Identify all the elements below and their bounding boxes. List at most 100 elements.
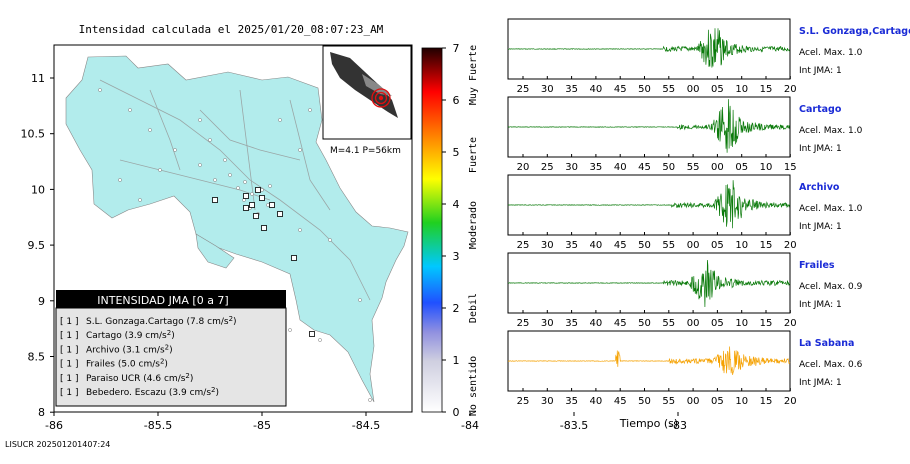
map-x-tick-label: -83 [669,419,687,432]
waveform-tick-label: 55 [662,396,675,407]
legend-intensity-tag: [ 1 ] [60,331,78,341]
waveform-tick-label: 30 [541,240,554,251]
waveform-tick-label: 50 [638,240,651,251]
station-dot [198,118,202,122]
legend-station-text: Bebedero. Escazu (3.9 cm/s2) [86,386,219,398]
waveform-tick-label: 15 [760,318,773,329]
waveform-tick-label: 25 [517,240,530,251]
station-square [255,187,261,193]
waveform-tick-label: 00 [687,396,700,407]
map-y-tick-label: 11 [31,72,45,85]
legend-tail: ) [190,374,194,384]
legend-item-list: [ 1 ] S.L. Gonzaga.Cartago (7.8 cm/s2)[ 1… [60,315,237,398]
map-y-tick-label: 10 [31,183,45,196]
station-dot [250,192,254,196]
epicenter-ring-outer [371,88,391,108]
station-dot [243,180,247,184]
station-square [243,193,249,199]
waveform-tick-label: 45 [614,240,627,251]
int-jma-label: Int JMA: 1 [799,222,842,232]
waveform-trace [507,346,791,375]
waveform-tick-label: 25 [517,84,530,95]
station-square [259,195,265,201]
waveform-tick-label: 45 [614,318,627,329]
station-dot [213,178,217,182]
station-dot [118,178,122,182]
waveform-tick-label: 25 [517,318,530,329]
colorbar-ticks: 0 1 2 3 4 5 6 7 [442,42,460,419]
costa-rica-landmass [65,55,409,403]
map-y-tick-label: 9.5 [28,239,46,252]
waveform-trace [507,99,791,153]
acel-max-label: Acel. Max. 1.0 [799,48,863,58]
waveform-tick-label: 05 [711,318,724,329]
legend-station-text: Paraiso UCR (4.6 cm/s2) [86,372,193,384]
int-jma-label: Int JMA: 1 [799,300,842,310]
colorbar-tick-label: 1 [453,354,460,367]
map-x-tick-label: -83.5 [560,419,588,432]
legend-station-text: Archivo (3.1 cm/s2) [86,343,173,355]
waveform-tick-label: 15 [760,240,773,251]
waveform-tick-label: 15 [760,84,773,95]
waveform-tick-label: 40 [590,240,603,251]
legend-tail: ) [233,317,237,327]
station-square [243,205,249,211]
waveform-tick-label: 50 [638,84,651,95]
waveform-tick-label: 05 [711,84,724,95]
map-x-tick-label: -85 [253,419,271,432]
waveform-tick-label: 10 [760,162,773,173]
waveform-tick-label: 00 [687,240,700,251]
waveform-tick-label: 40 [590,318,603,329]
colorbar-level-label: Fuerte [468,137,479,173]
station-dot [98,88,102,92]
waveform-tick-label: 55 [662,240,675,251]
legend-superscript: 2 [165,343,169,351]
waveform-tick-label: 20 [517,162,530,173]
legend-station-text: S.L. Gonzaga.Cartago (7.8 cm/s2) [86,315,237,327]
station-dot [148,128,152,132]
station-dot [278,118,282,122]
station-dot [268,184,272,188]
legend-tail: ) [216,388,220,398]
acel-max-label: Acel. Max. 0.9 [799,282,863,292]
station-dot [128,108,132,112]
map-y-tick-label: 8.5 [28,351,46,364]
legend-station-text: Frailes (5.0 cm/s2) [86,358,168,370]
legend-station-name: Cartago (3.9 cm/s [86,331,167,341]
waveform-tick-label: 20 [784,318,797,329]
waveform-tick-label: 20 [784,240,797,251]
waveform-tick-label: 55 [687,162,700,173]
waveform-tick-label: 15 [760,396,773,407]
map-x-tick-label: -85.5 [144,419,172,432]
footer-stamp: LISUCR 202501201407:24 [5,440,110,449]
waveform-tick-label: 45 [614,84,627,95]
waveform-tick-label: 50 [662,162,675,173]
acel-max-label: Acel. Max. 1.0 [799,204,863,214]
legend-station-text: Cartago (3.9 cm/s2) [86,329,175,341]
waveform-panels: 25 30 35 40 45 50 55 00 05 10 15 20 S.L. Gonzaga,Car… [507,18,910,407]
waveform-tick-label: 30 [565,162,578,173]
epicenter-icon [378,95,384,101]
waveform-tick-label: 10 [735,318,748,329]
waveform-tick-label: 35 [565,84,578,95]
acel-max-label: Acel. Max. 1.0 [799,126,863,136]
station-dot [358,298,362,302]
waveform-tick-label: 40 [590,396,603,407]
waveform-tick-label: 05 [711,396,724,407]
int-jma-label: Int JMA: 1 [799,378,842,388]
legend-station-name: Frailes (5.0 cm/s [86,360,160,370]
legend-tail: ) [164,360,168,370]
waveform-panel: 25 30 35 40 45 50 55 00 05 10 15 20 Archivo Acel. Max… [507,174,863,251]
station-dot [236,186,240,190]
station-square [212,197,218,203]
station-dot [198,163,202,167]
waveform-tick-label: 00 [687,318,700,329]
waveform-tick-label: 30 [541,84,554,95]
colorbar-tick-label: 4 [453,198,460,211]
map-x-tick-label: -86 [45,419,63,432]
legend-superscript: 2 [167,329,171,337]
legend-superscript: 2 [185,372,189,380]
legend-superscript: 2 [229,315,233,323]
station-name: Cartago [799,104,842,115]
